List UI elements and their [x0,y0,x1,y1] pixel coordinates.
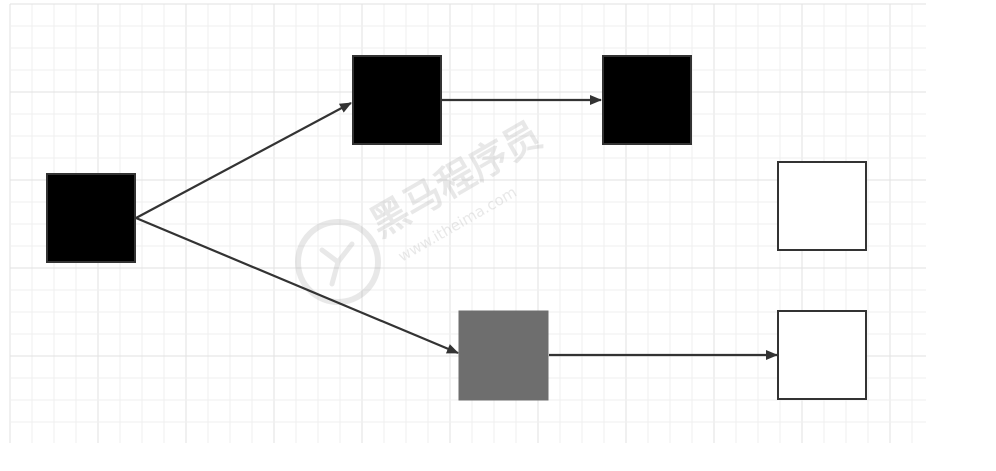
edge-n1-n2 [135,102,352,219]
node-n5[interactable] [777,161,867,251]
edge-n1-n4 [135,216,459,355]
node-n2[interactable] [352,55,442,145]
node-n1[interactable] [46,173,136,263]
node-n6[interactable] [777,310,867,400]
node-n4[interactable] [458,310,549,401]
nodes [46,55,867,401]
node-n3[interactable] [602,55,692,145]
edges [135,95,778,360]
watermark-logo-mark [319,241,355,287]
